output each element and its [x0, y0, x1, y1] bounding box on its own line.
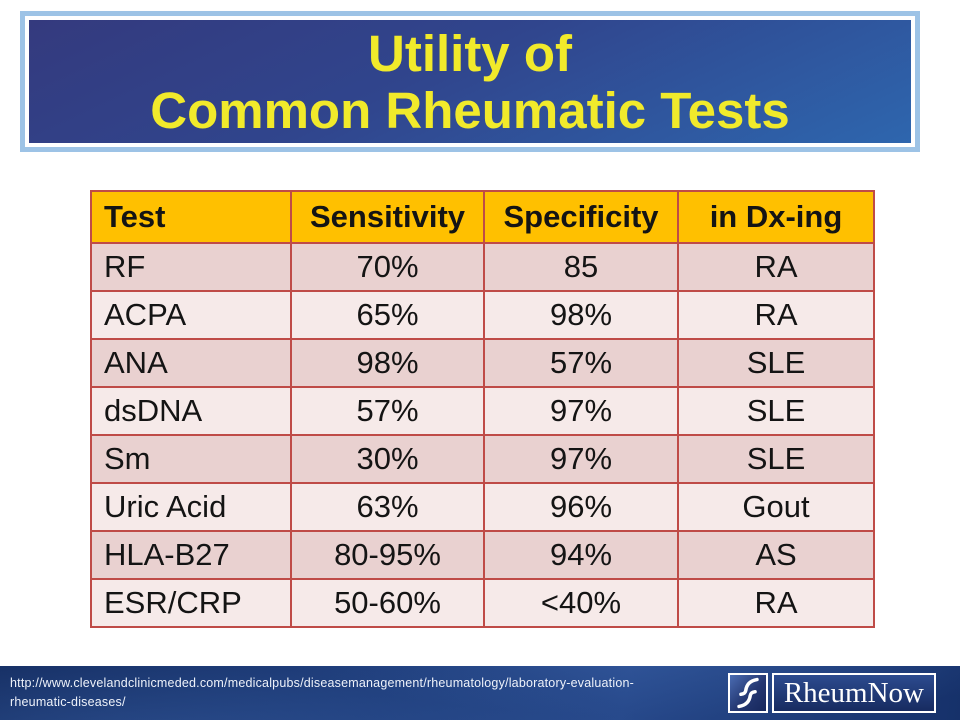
table-row: dsDNA 57% 97% SLE	[90, 386, 875, 436]
title-banner: Utility of Common Rheumatic Tests	[20, 11, 920, 152]
table-row: RF 70% 85 RA	[90, 242, 875, 292]
cell-dx-ing: SLE	[677, 434, 875, 484]
cell-dx-ing: RA	[677, 578, 875, 628]
cell-test: ESR/CRP	[90, 578, 292, 628]
column-header-specificity: Specificity	[483, 190, 679, 244]
cell-specificity: 98%	[483, 290, 679, 340]
cell-dx-ing: Gout	[677, 482, 875, 532]
cell-sensitivity: 80-95%	[290, 530, 485, 580]
cell-test: Sm	[90, 434, 292, 484]
table-container: Test Sensitivity Specificity in Dx-ing R…	[90, 190, 875, 628]
source-url: http://www.clevelandclinicmeded.com/medi…	[10, 674, 634, 712]
cell-dx-ing: RA	[677, 242, 875, 292]
cell-specificity: <40%	[483, 578, 679, 628]
rheumatic-tests-table: Test Sensitivity Specificity in Dx-ing R…	[90, 190, 875, 628]
slide-title-line-2: Common Rheumatic Tests	[150, 81, 790, 139]
cell-test: Uric Acid	[90, 482, 292, 532]
cell-dx-ing: SLE	[677, 386, 875, 436]
cell-test: ANA	[90, 338, 292, 388]
table-row: ANA 98% 57% SLE	[90, 338, 875, 388]
table-row: Sm 30% 97% SLE	[90, 434, 875, 484]
table-header-row: Test Sensitivity Specificity in Dx-ing	[90, 190, 875, 244]
joint-icon-glyph	[737, 677, 759, 709]
column-header-dx-ing: in Dx-ing	[677, 190, 875, 244]
table-row: ACPA 65% 98% RA	[90, 290, 875, 340]
footer-bar: http://www.clevelandclinicmeded.com/medi…	[0, 666, 960, 720]
cell-dx-ing: RA	[677, 290, 875, 340]
cell-sensitivity: 30%	[290, 434, 485, 484]
cell-sensitivity: 57%	[290, 386, 485, 436]
cell-specificity: 97%	[483, 386, 679, 436]
cell-test: ACPA	[90, 290, 292, 340]
rheumnow-joint-icon	[727, 673, 768, 713]
cell-test: HLA-B27	[90, 530, 292, 580]
slide-title-line-1: Utility of	[368, 24, 572, 82]
table-row: ESR/CRP 50-60% <40% RA	[90, 578, 875, 628]
cell-dx-ing: AS	[677, 530, 875, 580]
table-row: Uric Acid 63% 96% Gout	[90, 482, 875, 532]
cell-specificity: 85	[483, 242, 679, 292]
cell-test: RF	[90, 242, 292, 292]
cell-sensitivity: 98%	[290, 338, 485, 388]
source-url-line-1: http://www.clevelandclinicmeded.com/medi…	[10, 676, 634, 690]
cell-specificity: 57%	[483, 338, 679, 388]
rheumnow-logo: RheumNow	[727, 673, 936, 713]
cell-sensitivity: 70%	[290, 242, 485, 292]
cell-sensitivity: 63%	[290, 482, 485, 532]
cell-dx-ing: SLE	[677, 338, 875, 388]
column-header-sensitivity: Sensitivity	[290, 190, 485, 244]
cell-test: dsDNA	[90, 386, 292, 436]
column-header-test: Test	[90, 190, 292, 244]
source-url-line-2: rheumatic-diseases/	[10, 695, 126, 709]
title-banner-fill: Utility of Common Rheumatic Tests	[29, 20, 911, 143]
cell-sensitivity: 50-60%	[290, 578, 485, 628]
cell-sensitivity: 65%	[290, 290, 485, 340]
table-row: HLA-B27 80-95% 94% AS	[90, 530, 875, 580]
rheumnow-wordmark: RheumNow	[783, 676, 924, 709]
cell-specificity: 94%	[483, 530, 679, 580]
cell-specificity: 97%	[483, 434, 679, 484]
rheumnow-wordmark-box: RheumNow	[771, 673, 936, 713]
cell-specificity: 96%	[483, 482, 679, 532]
